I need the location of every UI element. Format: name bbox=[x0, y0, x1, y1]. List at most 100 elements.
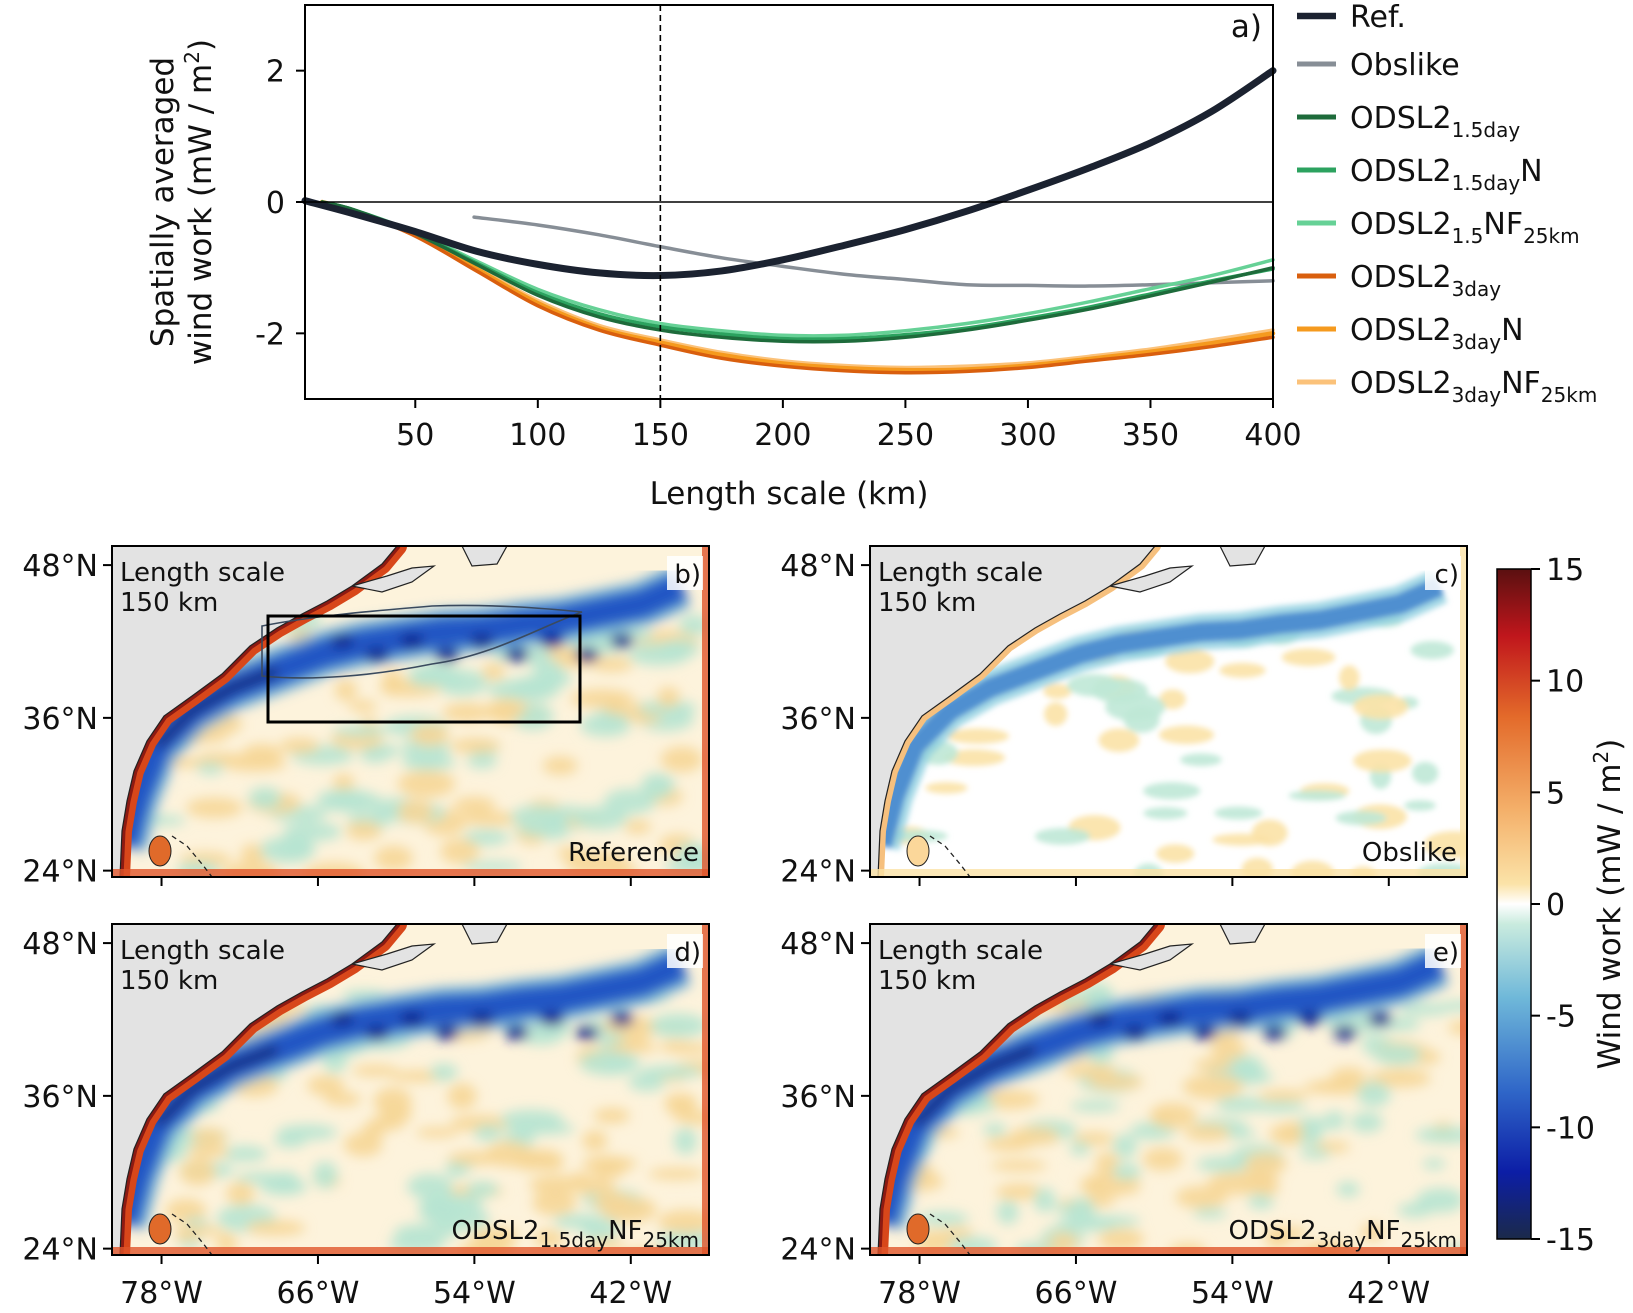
eddy-core bbox=[1228, 1012, 1252, 1026]
wind-work-patch bbox=[360, 749, 389, 763]
wind-work-patch bbox=[553, 1213, 603, 1229]
wind-work-patch bbox=[190, 1128, 227, 1146]
wind-work-patch bbox=[307, 1075, 345, 1096]
wind-work-patch bbox=[334, 679, 357, 701]
island-patch bbox=[906, 1213, 930, 1245]
wind-work-patch bbox=[430, 1063, 458, 1081]
eddy-core bbox=[365, 648, 389, 662]
eddy-core bbox=[470, 1012, 494, 1026]
wind-work-patch bbox=[241, 743, 283, 765]
eddy-core bbox=[610, 1012, 634, 1026]
wind-work-patch bbox=[401, 753, 456, 771]
wind-work-patch bbox=[1416, 1187, 1465, 1213]
series-line-odsl2-1-5day bbox=[320, 200, 1275, 344]
eddy-core bbox=[505, 1026, 529, 1040]
current-core bbox=[153, 666, 279, 750]
colorbar-tick-label: -15 bbox=[1546, 1223, 1595, 1258]
wind-work-patch bbox=[197, 752, 246, 765]
colorbar-tick-label: 5 bbox=[1546, 776, 1565, 811]
highlight-box bbox=[266, 614, 582, 724]
wind-work-patch bbox=[1113, 1134, 1138, 1159]
panel-id: b) bbox=[674, 560, 701, 590]
x-tick-label: 200 bbox=[754, 418, 811, 453]
y-tick-label: 0 bbox=[266, 186, 285, 221]
wind-work-patch bbox=[273, 1171, 300, 1193]
wind-work-patch bbox=[440, 838, 480, 865]
wind-work-patch bbox=[486, 698, 526, 720]
wind-work-patch bbox=[1175, 1185, 1228, 1209]
wind-work-patch bbox=[1033, 1187, 1056, 1213]
wind-work-patch bbox=[283, 822, 342, 842]
wind-work-patch bbox=[187, 1144, 230, 1159]
boundary-strip bbox=[1460, 924, 1467, 1255]
wind-work-patch bbox=[1251, 1100, 1307, 1113]
eddy-core bbox=[505, 648, 529, 662]
map-frame bbox=[111, 545, 710, 878]
legend-entry: Obslike bbox=[1350, 48, 1460, 83]
wind-work-patch bbox=[673, 1127, 698, 1155]
peninsula bbox=[351, 565, 437, 593]
wind-work-patch bbox=[345, 821, 382, 841]
land-mask bbox=[870, 924, 1156, 1255]
eddy-core bbox=[540, 634, 564, 648]
wind-work-patch bbox=[221, 1145, 268, 1162]
wind-work-patch bbox=[658, 1040, 693, 1052]
lat-tick-label: 36°N bbox=[22, 702, 98, 737]
wind-work-patch bbox=[917, 1211, 969, 1226]
legend-entry: ODSL23day bbox=[1350, 260, 1501, 301]
wind-work-patch bbox=[657, 1209, 709, 1234]
eddy-core bbox=[330, 1012, 354, 1026]
wind-work-patch bbox=[374, 845, 413, 871]
wind-work-patch bbox=[580, 713, 631, 737]
wind-work-patch bbox=[1411, 761, 1439, 785]
wind-work-patch bbox=[1179, 753, 1222, 767]
panel-id-bg bbox=[1425, 556, 1461, 590]
eddy-core bbox=[470, 634, 494, 648]
boundary-strip bbox=[112, 869, 709, 877]
lon-tick-label: 78°W bbox=[878, 1276, 961, 1311]
legend: Ref. Obslike ODSL21.5day ODSL21.5dayN ODSL21… bbox=[1297, 0, 1597, 407]
wind-work-patch bbox=[351, 1064, 399, 1077]
wind-work-patch bbox=[925, 782, 968, 794]
wind-work-patch bbox=[407, 1173, 454, 1200]
wind-work-patch bbox=[277, 1124, 338, 1140]
wind-work-patch bbox=[466, 752, 498, 769]
land-mask bbox=[870, 546, 1156, 877]
peninsula bbox=[1109, 565, 1195, 593]
colorbar-gradient bbox=[1496, 568, 1532, 1240]
panel-id-bg bbox=[1425, 934, 1461, 968]
eddy-core bbox=[435, 1026, 459, 1040]
wind-work-patch bbox=[379, 1104, 413, 1124]
lat-tick-label: 24°N bbox=[780, 1233, 856, 1268]
wind-work-patch bbox=[1210, 1039, 1246, 1061]
island bbox=[1219, 546, 1266, 567]
wind-work-patch bbox=[1251, 819, 1288, 847]
current-core bbox=[153, 1044, 279, 1128]
dashed-boundary bbox=[171, 1213, 213, 1255]
wind-work-patch bbox=[1165, 649, 1215, 674]
wind-work-blobs bbox=[870, 943, 1467, 1255]
wind-work-patch bbox=[1323, 1111, 1346, 1130]
wind-work-patch bbox=[1269, 1227, 1309, 1240]
wind-work-patch bbox=[579, 1050, 641, 1076]
map-frame bbox=[869, 923, 1468, 1256]
wind-work-patch bbox=[658, 639, 700, 659]
x-tick-label: 250 bbox=[877, 418, 934, 453]
series-line-odsl2-3day bbox=[320, 200, 1275, 375]
panel-id-bg bbox=[667, 934, 703, 968]
wind-work-patch bbox=[1156, 844, 1195, 863]
wind-work-patch bbox=[248, 787, 282, 810]
x-axis-ticks: 50 100 150 200 250 300 350 400 bbox=[396, 399, 1302, 453]
wind-work-patch bbox=[1404, 800, 1436, 811]
y-axis-label-line2: wind work (mW / m2) bbox=[180, 39, 219, 365]
wind-work-patch bbox=[466, 1181, 499, 1198]
wind-work-patch bbox=[593, 1107, 630, 1124]
eddy-core bbox=[1333, 1026, 1357, 1040]
boundary-strip bbox=[870, 869, 1467, 877]
eddy-core bbox=[400, 1012, 424, 1026]
wind-work-patch bbox=[1070, 1100, 1120, 1112]
wind-work-patch bbox=[245, 1220, 306, 1236]
lat-tick-label: 48°N bbox=[780, 927, 856, 962]
wind-work-patch bbox=[1281, 648, 1336, 667]
lat-tick-label: 36°N bbox=[22, 1080, 98, 1115]
